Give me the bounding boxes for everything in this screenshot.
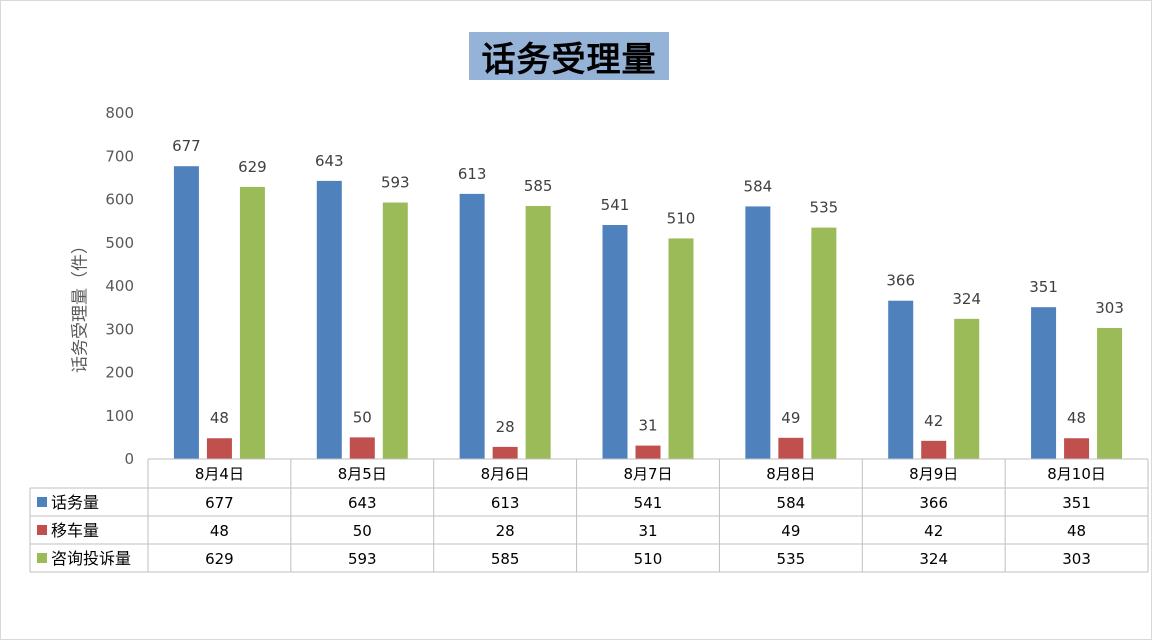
x-category-label: 8月10日 (1047, 465, 1106, 483)
table-cell-value: 366 (919, 494, 948, 512)
x-category-label: 8月4日 (195, 465, 244, 483)
bar (349, 437, 375, 459)
bar (635, 445, 661, 459)
x-category-label: 8月9日 (909, 465, 958, 483)
bar (492, 446, 518, 459)
bar (382, 202, 408, 459)
bar (602, 225, 628, 459)
table-cell-value: 535 (777, 550, 806, 568)
table-cell-value: 629 (205, 550, 234, 568)
table-cell-value: 593 (348, 550, 377, 568)
legend-series-name: 话务量 (51, 493, 99, 512)
table-cell-value: 677 (205, 494, 234, 512)
y-tick-label: 800 (105, 104, 134, 122)
data-label: 351 (1029, 278, 1058, 296)
table-cell-value: 584 (777, 494, 806, 512)
legend-key (37, 553, 47, 563)
bar (459, 193, 485, 459)
data-label: 324 (952, 290, 981, 308)
bar (811, 227, 837, 459)
bar (921, 440, 947, 459)
y-tick-label: 300 (105, 320, 134, 338)
data-label: 585 (524, 177, 553, 195)
bar (1031, 307, 1057, 459)
bar (778, 437, 804, 459)
data-label: 510 (667, 209, 696, 227)
table-cell-value: 303 (1062, 550, 1091, 568)
table-cell-value: 585 (491, 550, 520, 568)
data-label: 677 (172, 137, 201, 155)
table-cell-value: 643 (348, 494, 377, 512)
legend-series-name: 移车量 (51, 521, 99, 540)
y-tick-label: 700 (105, 147, 134, 165)
data-label: 303 (1095, 299, 1124, 317)
bar (668, 238, 694, 459)
y-tick-label: 400 (105, 277, 134, 295)
x-category-label: 8月6日 (481, 465, 530, 483)
data-label: 48 (210, 409, 229, 427)
data-label: 42 (924, 412, 943, 430)
bar (888, 300, 914, 459)
table-cell-value: 48 (210, 522, 229, 540)
data-label: 643 (315, 152, 344, 170)
x-category-label: 8月8日 (766, 465, 815, 483)
table-cell-value: 351 (1062, 494, 1091, 512)
bar (206, 438, 232, 459)
y-tick-label: 0 (124, 450, 134, 468)
table-cell-value: 31 (638, 522, 657, 540)
table-cell-value: 49 (781, 522, 800, 540)
table-cell-value: 42 (924, 522, 943, 540)
data-label: 629 (238, 158, 267, 176)
data-label: 584 (744, 177, 773, 195)
x-category-label: 8月5日 (338, 465, 387, 483)
bar (525, 205, 551, 459)
bar (745, 206, 771, 459)
data-label: 31 (638, 417, 657, 435)
legend-key (37, 497, 47, 507)
y-tick-label: 200 (105, 364, 134, 382)
y-tick-label: 500 (105, 234, 134, 252)
bar (316, 180, 342, 459)
legend-series-name: 咨询投诉量 (51, 549, 131, 568)
data-label: 48 (1067, 409, 1086, 427)
bar (954, 318, 980, 459)
table-cell-value: 28 (496, 522, 515, 540)
table-cell-value: 510 (634, 550, 663, 568)
data-label: 535 (810, 199, 839, 217)
data-label: 28 (496, 418, 515, 436)
table-cell-value: 48 (1067, 522, 1086, 540)
chart-title: 话务受理量 (469, 32, 669, 80)
table-cell-value: 613 (491, 494, 520, 512)
y-tick-label: 600 (105, 191, 134, 209)
data-label: 541 (601, 196, 630, 214)
data-label: 593 (381, 174, 410, 192)
table-cell-value: 541 (634, 494, 663, 512)
table-cell-value: 50 (353, 522, 372, 540)
data-label: 366 (886, 272, 915, 290)
data-label: 613 (458, 165, 487, 183)
data-label: 49 (781, 409, 800, 427)
legend-key (37, 525, 47, 535)
x-category-label: 8月7日 (623, 465, 672, 483)
table-cell-value: 324 (919, 550, 948, 568)
bar (239, 186, 265, 459)
bar (1064, 438, 1090, 459)
bar (1097, 327, 1123, 459)
data-label: 50 (353, 408, 372, 426)
y-tick-label: 100 (105, 407, 134, 425)
bar (173, 166, 199, 459)
